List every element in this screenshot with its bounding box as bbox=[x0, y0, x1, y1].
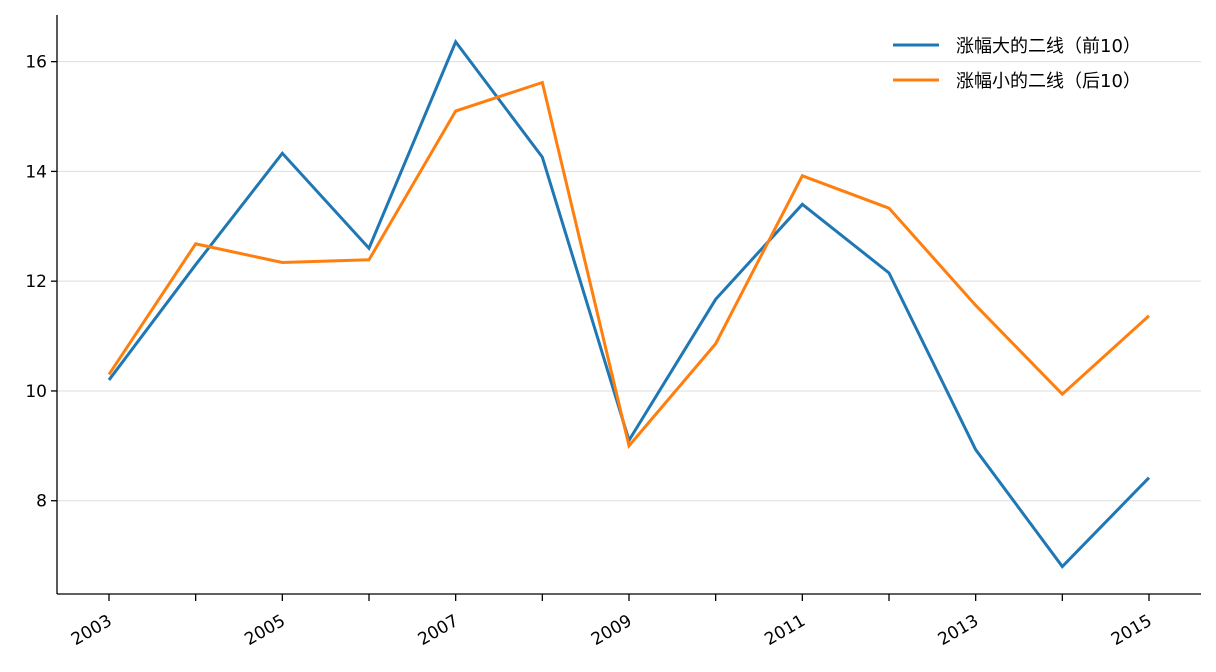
x-tick-label: 2005 bbox=[241, 611, 288, 650]
y-tick-label: 16 bbox=[25, 53, 47, 73]
x-tick-label: 2003 bbox=[68, 611, 115, 650]
series-line-1 bbox=[107, 38, 1151, 569]
y-tick-label: 8 bbox=[36, 492, 47, 512]
series-line-2 bbox=[107, 80, 1151, 450]
series-lines bbox=[107, 38, 1151, 569]
x-tick-label: 2015 bbox=[1108, 611, 1155, 650]
y-tick-label: 12 bbox=[25, 272, 47, 292]
y-tick-label: 14 bbox=[25, 162, 47, 182]
x-tick-label: 2007 bbox=[415, 611, 462, 650]
x-tick-label: 2013 bbox=[935, 611, 982, 650]
legend: 涨幅大的二线（前10） 涨幅小的二线（后10） bbox=[893, 36, 1141, 92]
x-tick-label: 2009 bbox=[588, 611, 635, 650]
legend-label-1: 涨幅大的二线（前10） bbox=[956, 36, 1141, 57]
axes: 8 10 12 14 16 2003 2005 2007 2009 2011 2013 2015 bbox=[25, 15, 1201, 650]
y-tick-label: 10 bbox=[25, 382, 47, 402]
x-tick-label: 2011 bbox=[761, 611, 808, 650]
legend-label-2: 涨幅小的二线（后10） bbox=[956, 71, 1141, 92]
grid-lines bbox=[57, 61, 1201, 502]
